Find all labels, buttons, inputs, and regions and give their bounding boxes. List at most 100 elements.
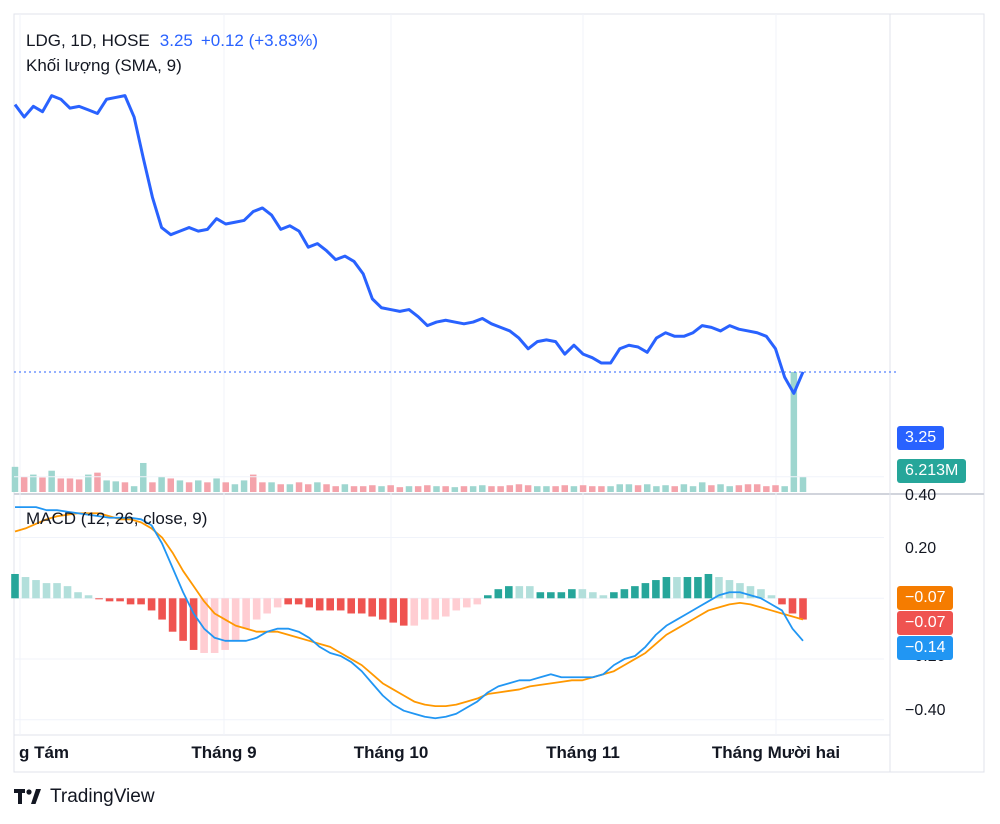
volume-bar [506, 485, 514, 492]
volume-bar [598, 486, 605, 492]
volume-bar [195, 480, 202, 492]
volume-bar [708, 485, 715, 492]
macd-tick-3: −0.40 [905, 702, 946, 719]
volume-bar [534, 486, 541, 492]
volume-bar [140, 462, 147, 492]
volume-bar [625, 484, 633, 492]
volume-bar [689, 486, 697, 492]
volume-bar [39, 477, 46, 492]
macd-histogram-bar [715, 577, 723, 599]
macd-histogram-bar [305, 598, 313, 608]
volume-bar [240, 480, 248, 492]
volume-bar [643, 484, 651, 492]
macd-histogram-bar [494, 589, 503, 599]
volume-bar [680, 484, 688, 492]
volume-bar [11, 466, 19, 492]
macd-histogram-bar [189, 598, 198, 650]
volume-bar [387, 485, 394, 492]
macd-histogram-bar [473, 598, 482, 605]
macd-histogram-bar [357, 598, 366, 614]
volume-bar [167, 478, 175, 492]
macd-histogram-bar [452, 598, 461, 611]
macd-signal-line [14, 512, 804, 708]
volume-bar [85, 474, 92, 492]
macd-histogram-bar [221, 598, 229, 650]
macd-histogram-bar [536, 592, 545, 599]
macd-histogram-bar [116, 598, 124, 602]
volume-bar [112, 481, 120, 492]
macd-histogram-bar [694, 577, 702, 599]
macd-histogram-bar [284, 598, 292, 605]
macd-legend: MACD (12, 26, close, 9) [26, 509, 208, 528]
volume-bar [359, 486, 367, 492]
macd-histogram-bar [631, 586, 639, 599]
volume-bar [304, 484, 312, 492]
volume-bar [799, 476, 807, 492]
volume-bar [469, 486, 477, 492]
volume-bar [753, 484, 761, 492]
volume-bar [698, 482, 706, 492]
price-change: +0.12 (+3.83%) [200, 31, 319, 50]
volume-bar [20, 476, 28, 492]
volume-bar [414, 486, 422, 492]
price-legend: LDG, 1D, HOSE 3.25 +0.12 (+3.83%) [26, 30, 318, 52]
volume-bar [451, 487, 459, 492]
macd-histogram-bar [799, 598, 807, 620]
macd-histogram-bar [231, 598, 240, 641]
macd-histogram-bar [462, 598, 471, 608]
tradingview-logo-icon [14, 789, 41, 804]
macd-histogram-bar [620, 589, 629, 599]
macd-histogram-bar [168, 598, 177, 632]
macd-histogram-bar [610, 592, 618, 599]
volume-bar [378, 486, 385, 492]
symbol-label: LDG, 1D, HOSE [26, 31, 150, 50]
volume-bar [552, 486, 559, 492]
macd-histogram-bar [441, 598, 450, 617]
macd-histogram-bar [315, 598, 324, 611]
macd-histogram-bar [757, 589, 765, 599]
x-label-4: Tháng Mười hai [711, 743, 841, 762]
volume-bar [369, 485, 376, 492]
macd-histogram-bar [21, 577, 30, 599]
volume-bar [66, 478, 74, 492]
macd-histogram-bar [336, 598, 345, 611]
volume-bar [176, 480, 184, 492]
volume-bar [662, 485, 669, 492]
macd-histogram-bar [242, 598, 250, 629]
volume-bar [634, 485, 642, 492]
macd-histogram-bar [74, 592, 82, 599]
volume-bar [579, 485, 587, 492]
macd-histogram-bar [126, 598, 135, 605]
macd-histogram-bar [179, 598, 187, 641]
volume-bar [653, 486, 660, 492]
macd-histogram-bar [137, 598, 145, 605]
volume-bar [671, 486, 678, 492]
macd-histogram-bar [788, 598, 797, 614]
volume-bar [717, 484, 724, 492]
macd-histogram-bar [252, 598, 261, 620]
macd-histogram-bar [105, 598, 114, 602]
macd-line-tag: −0.14 [897, 636, 954, 660]
price-axis-tag: 3.25 [897, 426, 945, 450]
macd-histogram-bar [389, 598, 398, 623]
volume-bar [616, 484, 623, 492]
volume-bar [259, 482, 266, 492]
volume-bar [341, 484, 349, 492]
macd-tick-1: 0.20 [905, 540, 937, 557]
macd-histogram-bar [736, 583, 744, 599]
tradingview-brand[interactable]: TradingView [14, 786, 155, 808]
macd-histogram-bar [42, 583, 51, 599]
macd-histogram-bar [662, 577, 671, 599]
macd-histogram-bar [505, 586, 513, 599]
macd-histogram-bar [683, 577, 692, 599]
macd-histogram-bar [673, 577, 681, 599]
volume-bar [561, 485, 569, 492]
volume-bar [497, 486, 504, 492]
brand-name: TradingView [50, 786, 155, 807]
macd-histogram-bar [568, 589, 576, 599]
volume-bar [149, 482, 156, 492]
volume-bar [744, 484, 752, 492]
chart-frame [13, 13, 985, 773]
